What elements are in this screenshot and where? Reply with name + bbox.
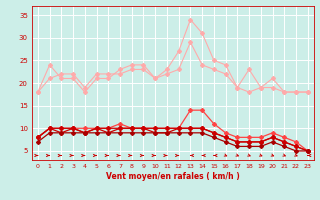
X-axis label: Vent moyen/en rafales ( km/h ): Vent moyen/en rafales ( km/h ) [106,172,240,181]
